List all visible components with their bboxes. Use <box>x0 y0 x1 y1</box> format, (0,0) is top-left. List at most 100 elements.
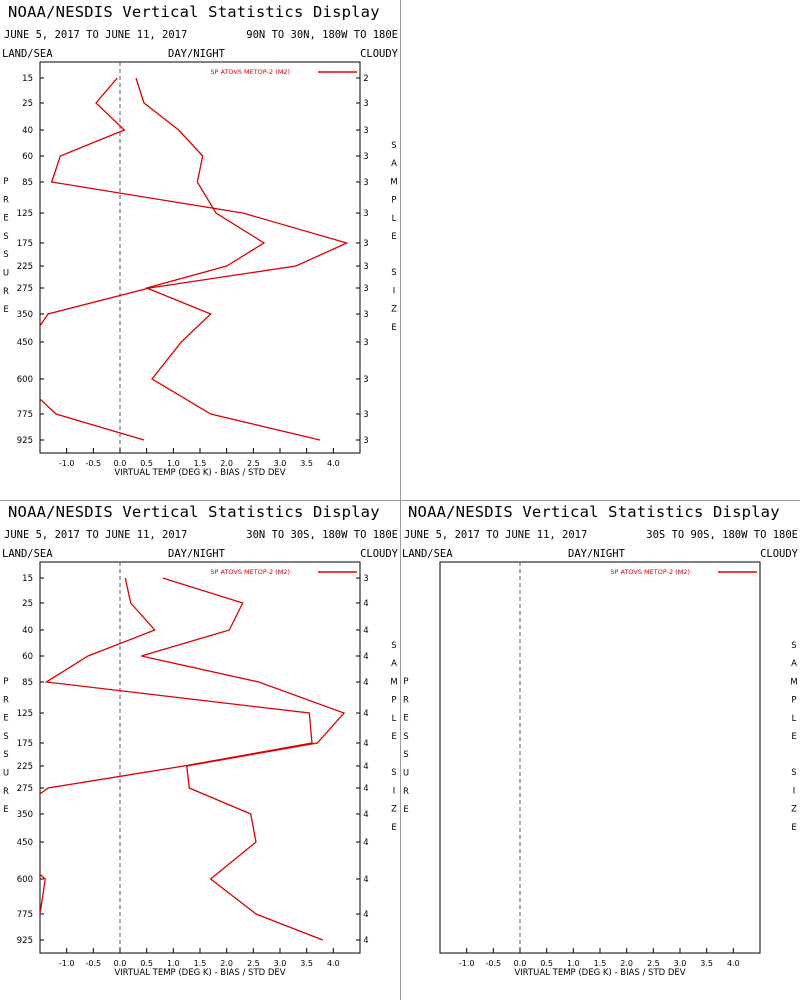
cloudy-label: CLOUDY <box>760 548 798 560</box>
sample-size-axis-letter: S <box>391 641 396 651</box>
panel-title: NOAA/NESDIS Vertical Statistics Display <box>408 503 780 521</box>
sample-size-label: 4 <box>363 652 368 662</box>
sample-size-label: 3 <box>363 574 368 584</box>
x-tick-label: 4.0 <box>727 959 740 968</box>
pressure-level-label: 125 <box>17 709 33 719</box>
pressure-axis-letter: R <box>3 695 9 705</box>
pressure-axis-letter: E <box>3 805 8 815</box>
sample-size-axis-letter: E <box>391 732 396 742</box>
pressure-level-label: 60 <box>22 652 33 662</box>
sample-size-axis-letter: M <box>390 177 397 187</box>
profile-chart-90n-30n: -1.0 -0.5 0.0 0.5 1.0 1.5 2.0 2.5 3.0 3.5 4.0 VIRTU… <box>3 61 398 478</box>
sample-size-label: 4 <box>363 810 368 820</box>
pressure-level-label: 350 <box>17 310 33 320</box>
pressure-level-label: 40 <box>22 126 33 136</box>
plot-frame <box>39 561 361 954</box>
sample-size-axis-letter: L <box>792 714 797 724</box>
legend-label: SP ATOVS METOP-2 (M2) <box>210 68 290 76</box>
sample-size-axis-letter: I <box>793 786 796 796</box>
plot-frame <box>39 61 361 454</box>
pressure-level-label: 225 <box>17 762 33 772</box>
sample-size-axis-letter: Z <box>791 805 797 815</box>
x-tick-label: 0.0 <box>114 459 127 468</box>
sample-size-axis-letter: M <box>390 677 397 687</box>
pressure-level-label: 175 <box>17 239 33 249</box>
x-axis-label: VIRTUAL TEMP (DEG K) - BIAS / STD DEV <box>114 468 285 478</box>
cloudy-label: CLOUDY <box>360 548 398 560</box>
pressure-axis-letter: P <box>3 677 8 687</box>
sample-size-axis-letter: E <box>791 732 796 742</box>
x-tick-label: 4.0 <box>327 959 340 968</box>
x-tick-label: -0.5 <box>486 959 502 968</box>
pressure-level-label: 275 <box>17 784 33 794</box>
sample-size-axis-letter: A <box>791 659 797 669</box>
x-tick-label: 2.0 <box>220 959 233 968</box>
sample-size-axis-letter: P <box>391 696 396 706</box>
pressure-level-label: 225 <box>17 262 33 272</box>
pressure-axis-letter: P <box>403 677 408 687</box>
pressure-axis-letter: P <box>3 177 8 187</box>
x-tick-label: -1.0 <box>59 959 75 968</box>
profile-chart-30s-90s: -1.0 -0.5 0.0 0.5 1.0 1.5 2.0 2.5 3.0 3.5 4.0 VIRTU… <box>403 561 798 978</box>
pressure-axis-letter: R <box>3 195 9 205</box>
sample-size-label: 3 <box>363 375 368 385</box>
sample-size-axis-letter: L <box>392 714 397 724</box>
sample-size-label: 3 <box>363 262 368 272</box>
pressure-axis-letter: E <box>403 714 408 724</box>
date-range: JUNE 5, 2017 TO JUNE 11, 2017 <box>404 529 588 541</box>
x-tick-label: 3.0 <box>674 959 687 968</box>
sample-size-axis-letter: I <box>393 286 396 296</box>
sample-size-label: 4 <box>363 936 368 946</box>
pressure-level-label: 175 <box>17 739 33 749</box>
pressure-axis-letter: R <box>403 787 409 797</box>
x-tick-label: 1.5 <box>194 959 207 968</box>
x-tick-label: -1.0 <box>59 459 75 468</box>
day-night-label: DAY/NIGHT <box>168 48 225 60</box>
pressure-axis-letter: S <box>3 232 8 242</box>
sample-size-axis-letter: P <box>391 196 396 206</box>
pressure-axis-letter: U <box>3 269 9 279</box>
sample-size-label: 4 <box>363 739 368 749</box>
pressure-axis-letter: S <box>403 732 408 742</box>
pressure-level-label: 350 <box>17 810 33 820</box>
x-tick-label: 0.0 <box>114 959 127 968</box>
x-tick-label: 0.0 <box>514 959 527 968</box>
sample-size-label: 3 <box>363 338 368 348</box>
x-tick-label: 2.0 <box>220 459 233 468</box>
x-tick-label: -0.5 <box>86 959 102 968</box>
pressure-axis-letter: U <box>3 769 9 779</box>
sample-size-label: 4 <box>363 762 368 772</box>
sample-size-label: 3 <box>363 152 368 162</box>
land-sea-label: LAND/SEA <box>402 548 453 560</box>
sample-size-axis-letter: A <box>391 659 397 669</box>
sample-size-label: 3 <box>363 310 368 320</box>
x-tick-label: 2.5 <box>247 459 260 468</box>
x-tick-label: 1.0 <box>167 959 180 968</box>
pressure-level-label: 450 <box>17 338 33 348</box>
date-range: JUNE 5, 2017 TO JUNE 11, 2017 <box>4 29 188 41</box>
sample-size-axis-letter: E <box>391 232 396 242</box>
sample-size-axis-letter: P <box>791 696 796 706</box>
x-tick-label: 3.0 <box>274 459 287 468</box>
x-tick-label: 0.5 <box>540 959 553 968</box>
std_dev-series-line <box>135 77 321 441</box>
sample-size-label: 4 <box>363 709 368 719</box>
x-tick-label: 0.5 <box>140 959 153 968</box>
x-tick-label: -0.5 <box>86 459 102 468</box>
sample-size-label: 3 <box>363 239 368 249</box>
sample-size-axis-letter: E <box>391 823 396 833</box>
x-tick-label: 1.5 <box>594 959 607 968</box>
pressure-level-label: 775 <box>17 910 33 920</box>
panel-title: NOAA/NESDIS Vertical Statistics Display <box>8 503 380 521</box>
sample-size-axis-letter: Z <box>391 805 397 815</box>
sample-size-axis-letter: M <box>790 677 797 687</box>
cloudy-label: CLOUDY <box>360 48 398 60</box>
sample-size-axis-letter: S <box>791 768 796 778</box>
pressure-axis-letter: R <box>3 787 9 797</box>
pressure-axis-letter: E <box>403 805 408 815</box>
pressure-axis-letter: E <box>3 305 8 315</box>
pressure-level-label: 85 <box>22 178 33 188</box>
pressure-level-label: 775 <box>17 410 33 420</box>
sample-size-axis-letter: L <box>392 214 397 224</box>
sample-size-label: 3 <box>363 284 368 294</box>
